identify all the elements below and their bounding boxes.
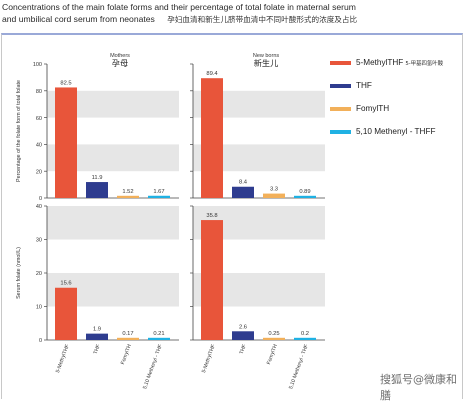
panel-1-value-label-methenylthf: 1.67 bbox=[153, 189, 164, 195]
panel-3-bar-methylthf bbox=[55, 287, 77, 340]
panel-4-category-label-methylthf: 5-MethylTHF bbox=[201, 344, 217, 374]
panel-4-bar-methylthf bbox=[201, 220, 223, 340]
legend-swatch-methenylthf bbox=[330, 129, 351, 134]
panel-1-y-tick-label-20: 20 bbox=[36, 169, 42, 175]
panel-2-value-label-formylthf: 3.3 bbox=[270, 187, 278, 193]
panel-3-y-axis-label: Serum folate (nmol/L) bbox=[16, 247, 22, 299]
legend-label-thf: THF bbox=[356, 81, 372, 90]
panel-1-bar-methenylthf bbox=[148, 195, 170, 198]
legend-item-methenylthf: 5,10 Methenyl - THFF bbox=[330, 125, 462, 138]
legend-swatch-methylthf bbox=[330, 60, 351, 65]
legend-label-formylthf: FomylTH bbox=[356, 104, 390, 113]
panel-4-category-label-methenylthf: 5,10 Methenyl - THF bbox=[288, 344, 310, 390]
panel-3-category-label-formylthf: FomylTH bbox=[120, 343, 133, 365]
legend-label-methylthf: 5-MethylTHF bbox=[356, 58, 404, 67]
panel-3-y-tick-label-30: 30 bbox=[36, 238, 42, 244]
panel-1-title: Mothers bbox=[110, 53, 130, 59]
panel-1-bar-formylthf bbox=[117, 195, 139, 198]
panel-1-bar-thf bbox=[86, 182, 108, 198]
panel-3-bar-methenylthf bbox=[148, 337, 170, 340]
panel-3-y-tick-label-20: 20 bbox=[36, 271, 42, 277]
panel-4-value-label-methenylthf: 0.2 bbox=[301, 331, 309, 337]
panel-4-bar-thf bbox=[232, 331, 254, 340]
legend-item-thf: THF bbox=[330, 79, 462, 92]
header-line-2-zh: 孕妇血清和新生儿脐带血清中不同叶酸形式的浓度及占比 bbox=[167, 14, 358, 24]
panel-3-category-label-methylthf: 5-MethylTHF bbox=[55, 344, 71, 374]
panel-4-value-label-thf: 2.6 bbox=[239, 324, 247, 330]
watermark: 搜狐号@微康和膳 bbox=[380, 373, 457, 402]
panel-2-value-label-methenylthf: 0.89 bbox=[299, 189, 310, 195]
panel-1-y-tick-label-80: 80 bbox=[36, 89, 42, 95]
panel-2-value-label-thf: 8.4 bbox=[239, 180, 248, 186]
panel-3-value-label-formylthf: 0.17 bbox=[122, 331, 133, 337]
panel-3-y-tick-label-40: 40 bbox=[36, 204, 42, 210]
panel-4-value-label-methylthf: 35.8 bbox=[206, 213, 217, 219]
legend: 5-MethylTHF 5-甲基四氢叶酸 THF FomylTH 5,10 Me… bbox=[330, 56, 462, 148]
panel-3-value-label-methylthf: 15.6 bbox=[60, 281, 71, 287]
panel-1-title-zh: 孕母 bbox=[112, 59, 128, 68]
panel-1-value-label-thf: 11.9 bbox=[92, 175, 103, 181]
panel-4-bar-formylthf bbox=[263, 337, 285, 340]
panel-3-category-label-methenylthf: 5,10 Methenyl - THF bbox=[142, 344, 164, 390]
panel-2-bar-methylthf bbox=[201, 78, 223, 198]
panel-1-value-label-methylthf: 82.5 bbox=[60, 80, 71, 86]
panel-1-y-tick-label-60: 60 bbox=[36, 116, 42, 122]
legend-item-methylthf: 5-MethylTHF 5-甲基四氢叶酸 bbox=[330, 56, 462, 69]
header-line-2-en: and umbilical cord serum from neonates bbox=[2, 13, 155, 24]
panel-2-bar-methenylthf bbox=[294, 195, 316, 198]
panel-3-y-tick-label-10: 10 bbox=[36, 305, 42, 311]
panel-1-y-tick-label-0: 0 bbox=[39, 196, 42, 202]
panel-3-grid-band-2 bbox=[47, 206, 179, 240]
legend-swatch-thf bbox=[330, 83, 351, 88]
panel-2-bar-thf bbox=[232, 186, 254, 198]
panel-3-bar-thf bbox=[86, 333, 108, 340]
panel-2-title-zh: 新生儿 bbox=[254, 58, 279, 68]
header-line-1: Concentrations of the main folate forms … bbox=[2, 2, 356, 12]
panel-1-value-label-formylthf: 1.52 bbox=[122, 189, 133, 195]
panel-3-y-tick-label-0: 0 bbox=[39, 338, 42, 344]
panel-4-category-label-formylthf: FomylTH bbox=[266, 343, 279, 365]
panel-2-bar-formylthf bbox=[263, 193, 285, 198]
panel-3-bar-formylthf bbox=[117, 337, 139, 340]
panel-2-value-label-methylthf: 89.4 bbox=[206, 71, 218, 77]
panel-3-value-label-methenylthf: 0.21 bbox=[153, 331, 164, 337]
legend-item-formylthf: FomylTH bbox=[330, 102, 462, 115]
panel-1-bar-methylthf bbox=[55, 87, 77, 198]
figure-frame bbox=[1, 33, 463, 399]
panel-3-value-label-thf: 1.9 bbox=[93, 327, 101, 333]
panel-4-category-label-thf: THF bbox=[239, 344, 248, 356]
panel-4-value-label-formylthf: 0.25 bbox=[268, 331, 279, 337]
panel-1-y-tick-label-100: 100 bbox=[33, 62, 42, 68]
panel-1-y-axis-label: Percentage of the folate form of total f… bbox=[16, 80, 22, 182]
panel-1-y-tick-label-40: 40 bbox=[36, 143, 42, 149]
panel-4-bar-methenylthf bbox=[294, 337, 316, 340]
legend-label-methylthf-zh: 5-甲基四氢叶酸 bbox=[405, 60, 444, 67]
legend-label-methenylthf: 5,10 Methenyl - THFF bbox=[356, 127, 436, 136]
header-line-2: and umbilical cord serum from neonates 孕… bbox=[2, 14, 462, 26]
panel-2-title: New borns bbox=[253, 53, 280, 59]
panel-3-category-label-thf: THF bbox=[93, 344, 102, 356]
chart-header: Concentrations of the main folate forms … bbox=[2, 2, 462, 25]
legend-swatch-formylthf bbox=[330, 106, 351, 111]
